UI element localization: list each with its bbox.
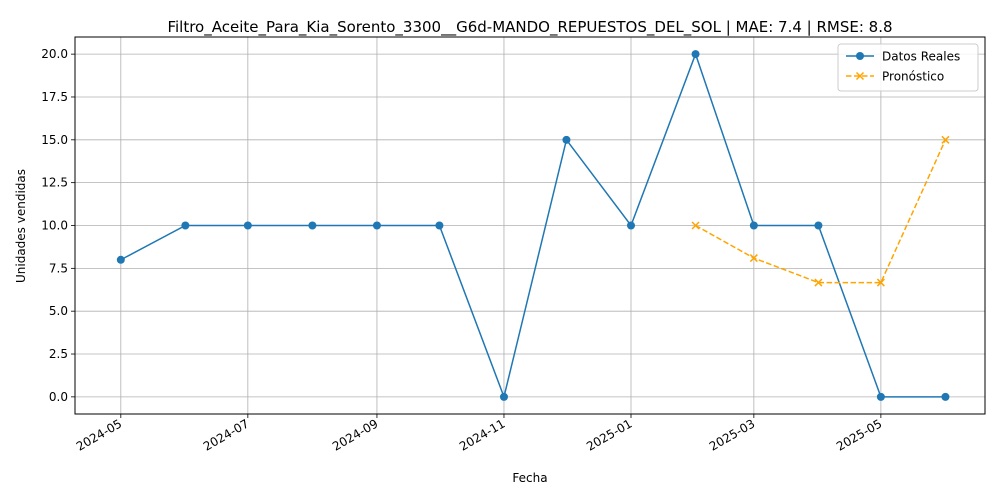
y-tick-label: 5.0: [49, 304, 68, 318]
y-tick-label: 15.0: [41, 133, 68, 147]
data-point: [181, 221, 190, 230]
x-tick-label: 2024-07: [201, 416, 251, 453]
data-point: [814, 221, 823, 230]
x-tick-label: 2025-05: [834, 416, 884, 453]
legend-label-pronostico: Pronóstico: [882, 70, 944, 84]
y-tick-label: 10.0: [41, 219, 68, 233]
chart-title: Filtro_Aceite_Para_Kia_Sorento_3300__G6d…: [167, 18, 892, 37]
y-tick-label: 2.5: [49, 347, 68, 361]
data-point: [116, 255, 125, 264]
legend-marker-reales: [856, 52, 864, 60]
x-tick-label: 2024-11: [457, 416, 507, 453]
data-point: [243, 221, 252, 230]
data-point: [435, 221, 444, 230]
data-point: [499, 392, 508, 401]
legend-label-reales: Datos Reales: [882, 50, 960, 64]
y-tick-label: 0.0: [49, 390, 68, 404]
forecast-point: [749, 254, 758, 263]
x-tick-label: 2024-05: [74, 416, 124, 453]
series-layer: [116, 50, 950, 401]
series-line-reales: [120, 51, 946, 400]
forecast-point: [691, 221, 700, 230]
forecast-point: [876, 278, 885, 287]
legend-marker-pronostico: [855, 71, 865, 81]
x-tick-label: 2024-09: [330, 416, 380, 453]
data-point: [691, 50, 700, 59]
forecast-point: [814, 278, 823, 287]
y-tick-label: 20.0: [41, 47, 68, 61]
legend: Datos Reales Pronóstico: [837, 43, 979, 92]
forecast-point: [941, 135, 950, 144]
data-point: [562, 135, 571, 144]
data-point: [372, 221, 381, 230]
data-point: [941, 392, 950, 401]
data-point: [626, 221, 635, 230]
data-point: [876, 392, 885, 401]
data-point: [749, 221, 758, 230]
ticks: 2024-05 2024-07 2024-09 2024-11 2025-01 2025-…: [41, 47, 884, 454]
y-axis-label: Unidades vendidas: [14, 169, 28, 283]
y-tick-label: 12.5: [41, 176, 68, 190]
y-tick-label: 7.5: [49, 261, 68, 275]
x-tick-label: 2025-03: [707, 416, 757, 453]
x-axis-label: Fecha: [512, 471, 547, 485]
x-tick-label: 2025-01: [584, 416, 634, 453]
y-tick-label: 17.5: [41, 90, 68, 104]
data-point: [308, 221, 317, 230]
series-line-pronostico: [695, 139, 947, 284]
